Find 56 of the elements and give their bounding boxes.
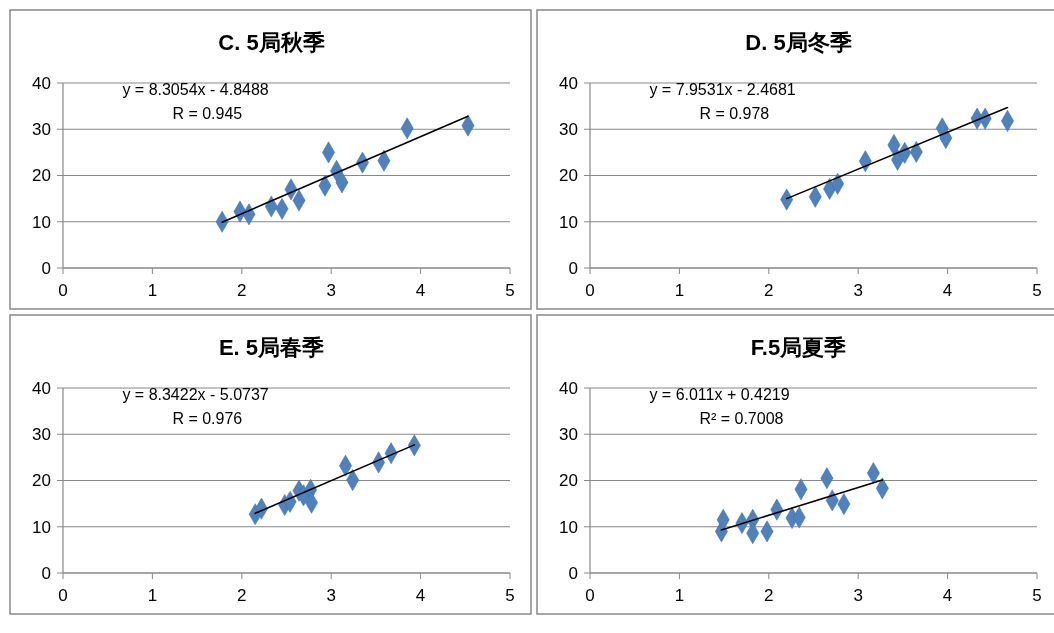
annotation: R = 0.978 (699, 105, 770, 122)
chart-title: F.5局夏季 (750, 335, 847, 360)
y-tick-label: 10 (32, 212, 51, 232)
x-tick-label: 4 (415, 281, 426, 300)
x-tick-label: 0 (58, 586, 68, 605)
chart-title: D. 5局冬季 (745, 30, 852, 55)
y-tick-label: 0 (41, 258, 51, 278)
y-tick-label: 30 (32, 120, 51, 140)
y-tick-label: 0 (568, 563, 578, 583)
x-tick-label: 1 (147, 586, 158, 605)
annotation: y = 8.3054x - 4.8488 (122, 81, 269, 98)
x-tick-label: 2 (237, 586, 247, 605)
x-tick-label: 3 (326, 281, 336, 300)
y-tick-label: 30 (32, 425, 51, 445)
x-tick-label: 1 (147, 281, 158, 300)
y-tick-label: 10 (32, 517, 51, 537)
x-tick-label: 3 (326, 586, 336, 605)
y-tick-label: 40 (559, 73, 578, 93)
y-tick-label: 10 (559, 212, 578, 232)
x-tick-label: 5 (1032, 281, 1042, 300)
x-tick-label: 5 (505, 281, 515, 300)
y-tick-label: 30 (559, 120, 578, 140)
annotation: y = 6.011x + 0.4219 (649, 386, 790, 403)
y-tick-label: 0 (41, 563, 51, 583)
y-tick-label: 10 (559, 517, 578, 537)
y-tick-label: 40 (32, 378, 51, 398)
x-tick-label: 2 (764, 281, 774, 300)
y-tick-label: 0 (568, 258, 578, 278)
x-tick-label: 2 (237, 281, 247, 300)
chart-title: E. 5局春季 (218, 335, 325, 360)
x-tick-label: 5 (1032, 586, 1042, 605)
x-tick-label: 0 (58, 281, 68, 300)
annotation: y = 8.3422x - 5.0737 (122, 386, 269, 403)
x-tick-label: 4 (942, 586, 953, 605)
y-tick-label: 30 (559, 425, 578, 445)
x-tick-label: 0 (585, 586, 595, 605)
y-tick-label: 40 (559, 378, 578, 398)
y-tick-label: 20 (32, 471, 51, 491)
x-tick-label: 3 (853, 586, 863, 605)
x-tick-label: 3 (853, 281, 863, 300)
x-tick-label: 1 (674, 586, 685, 605)
y-tick-label: 20 (559, 471, 578, 491)
annotation: R² = 0.7008 (699, 410, 784, 427)
annotation: y = 7.9531x - 2.4681 (649, 81, 796, 98)
x-tick-label: 1 (674, 281, 685, 300)
y-tick-label: 20 (32, 166, 51, 186)
annotation: R = 0.945 (172, 105, 243, 122)
y-tick-label: 20 (559, 166, 578, 186)
x-tick-label: 4 (415, 586, 426, 605)
x-tick-label: 5 (505, 586, 515, 605)
x-tick-label: 0 (585, 281, 595, 300)
y-tick-label: 40 (32, 73, 51, 93)
x-tick-label: 2 (764, 586, 774, 605)
annotation: R = 0.976 (172, 410, 243, 427)
chart-title: C. 5局秋季 (218, 30, 325, 55)
x-tick-label: 4 (942, 281, 953, 300)
